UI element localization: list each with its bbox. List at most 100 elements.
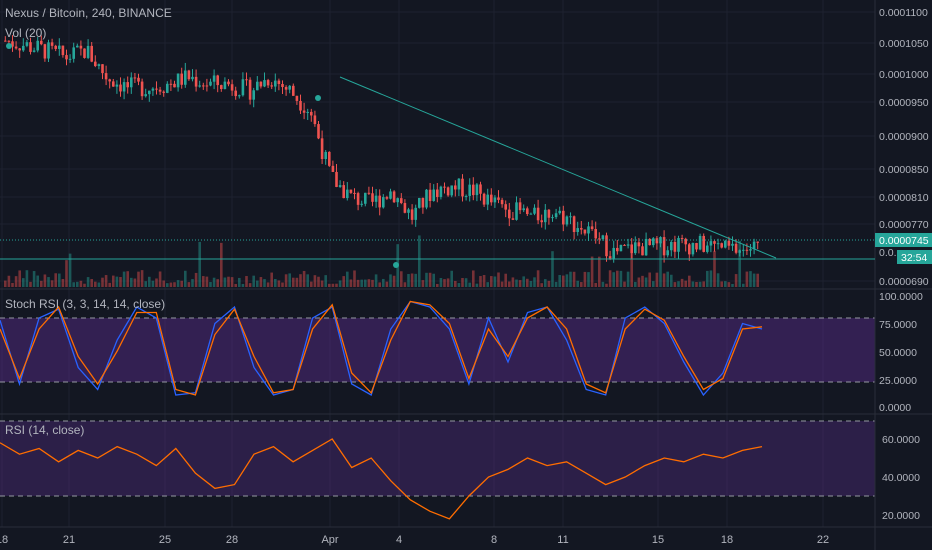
candle-body (342, 185, 345, 199)
candle-body (493, 197, 497, 203)
volume-bar (497, 272, 500, 287)
volume-bar (634, 281, 637, 287)
candle-body (292, 85, 295, 96)
candle-body (572, 216, 576, 233)
candle-body (227, 81, 230, 85)
volume-bar (245, 276, 248, 287)
candle-body (626, 244, 630, 246)
volume-bar (94, 281, 97, 287)
volume-bar (32, 271, 36, 287)
candle-body (119, 84, 122, 92)
volume-bar (317, 276, 320, 287)
volume-bar (148, 276, 151, 287)
candle-body (4, 40, 7, 42)
volume-bar (284, 274, 288, 287)
volume-bar (302, 270, 306, 287)
price-tick: 0.0001050 (879, 38, 929, 50)
volume-bar (122, 271, 126, 287)
volume-bar (608, 270, 612, 287)
volume-bar (518, 280, 522, 287)
price-axis[interactable]: 0.0001100 0.0001050 0.0001000 0.0000950 … (875, 7, 932, 288)
volume-bar (551, 251, 554, 287)
volume-bar (554, 281, 558, 287)
candle-body (68, 58, 72, 60)
candle-body (76, 45, 79, 48)
candle-body (436, 189, 439, 197)
stoch-tick: 50.0000 (879, 347, 917, 359)
candle-body (482, 193, 486, 205)
volume-bar (526, 278, 529, 287)
candle-body (216, 75, 219, 86)
candle-body (194, 76, 198, 87)
stoch-tick: 100.0000 (879, 291, 923, 303)
time-tick: 11 (557, 534, 568, 546)
volume-bar (18, 270, 21, 287)
candle-body (259, 81, 263, 87)
time-axis[interactable]: 18 21 25 28 Apr 4 8 11 15 18 22 (0, 534, 829, 546)
volume-bar (364, 279, 367, 287)
candle-body (72, 47, 75, 59)
volume-bar (659, 242, 662, 287)
candle-body (691, 243, 695, 255)
volume-bar (619, 270, 623, 287)
candle-body (158, 89, 162, 92)
candle-body (180, 73, 183, 85)
volume-bar (680, 278, 684, 287)
candle-body (248, 79, 252, 100)
candle-body (500, 199, 504, 205)
candle-body (605, 235, 608, 257)
volume-bar (666, 271, 669, 287)
candle-body (14, 46, 18, 49)
volume-bar (706, 270, 709, 287)
volume-bar (277, 280, 281, 287)
time-tick: Apr (321, 534, 338, 546)
volume-bar (461, 277, 464, 287)
volume-bar (508, 281, 511, 287)
candle-body (565, 216, 569, 225)
volume-bar (500, 281, 504, 287)
candle-body (223, 81, 227, 90)
rsi-tick: 60.0000 (882, 434, 920, 446)
volume-bar (187, 282, 191, 287)
candle-body (400, 198, 403, 204)
candle-body (104, 73, 108, 80)
candle-body (349, 189, 353, 193)
volume-bar (356, 279, 360, 287)
candle-body (101, 64, 104, 74)
volume-bar (313, 275, 317, 287)
candle-body (364, 192, 367, 204)
volume-bar (4, 280, 7, 287)
volume-bar (504, 273, 507, 287)
candle-body (540, 220, 543, 223)
candle-body (709, 241, 713, 246)
volume-bar (450, 270, 453, 287)
time-tick: 18 (721, 534, 733, 546)
volume-bar (684, 280, 687, 287)
candle-body (731, 243, 734, 246)
volume-bar (112, 275, 115, 287)
volume-bar (173, 282, 176, 287)
candle-body (94, 61, 97, 67)
candle-body (220, 85, 223, 90)
candle-body (32, 50, 36, 52)
volume-bar (432, 273, 435, 287)
volume-bar (259, 277, 263, 287)
candle-body (11, 41, 14, 47)
candle-body (47, 42, 50, 59)
signal-dot (315, 95, 321, 101)
volume-bar (7, 275, 11, 287)
volume-bar (605, 283, 608, 287)
volume-bar (371, 279, 374, 287)
trendline-descending[interactable] (339, 76, 777, 259)
volume-bar (738, 240, 741, 287)
candle-body (522, 208, 525, 211)
stoch-rsi-lines (0, 300, 763, 397)
volume-bar (137, 271, 140, 287)
candle-body (313, 115, 317, 125)
candle-body (306, 111, 309, 113)
price-tick: 0.0001000 (879, 69, 929, 81)
volume-bar (72, 282, 75, 287)
volume-bar (382, 278, 385, 287)
volume-bar (198, 241, 201, 287)
